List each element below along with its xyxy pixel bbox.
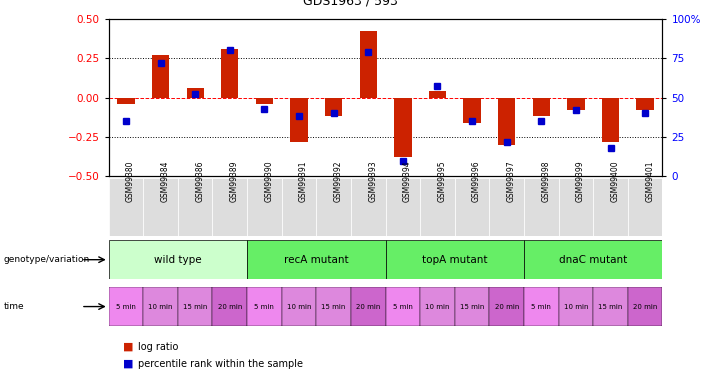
Text: dnaC mutant: dnaC mutant	[559, 255, 627, 265]
Text: 5 min: 5 min	[531, 304, 551, 310]
Text: GSM99399: GSM99399	[576, 160, 585, 202]
Bar	[325, 98, 342, 116]
Text: GSM99390: GSM99390	[264, 160, 273, 202]
Bar	[524, 287, 559, 326]
Bar	[489, 178, 524, 236]
Bar	[628, 287, 662, 326]
Bar	[247, 178, 282, 236]
Text: 20 min: 20 min	[217, 304, 242, 310]
Text: GSM99400: GSM99400	[611, 160, 620, 202]
Bar	[178, 178, 212, 236]
Text: ■: ■	[123, 359, 133, 369]
Bar	[360, 32, 377, 98]
Bar	[429, 91, 446, 98]
Text: 10 min: 10 min	[287, 304, 311, 310]
Bar	[256, 98, 273, 104]
Text: 20 min: 20 min	[356, 304, 381, 310]
Text: GSM99393: GSM99393	[368, 160, 377, 202]
Bar	[117, 98, 135, 104]
Bar	[351, 287, 386, 326]
Bar	[455, 178, 489, 236]
Bar	[109, 240, 247, 279]
Bar	[386, 178, 420, 236]
Text: wild type: wild type	[154, 255, 202, 265]
Bar	[247, 287, 282, 326]
Text: GSM99396: GSM99396	[472, 160, 481, 202]
Text: GSM99401: GSM99401	[645, 160, 654, 202]
Bar	[386, 240, 524, 279]
Text: 10 min: 10 min	[149, 304, 173, 310]
Text: GSM99394: GSM99394	[403, 160, 412, 202]
Text: GSM99391: GSM99391	[299, 160, 308, 202]
Text: 5 min: 5 min	[393, 304, 413, 310]
Bar	[282, 287, 316, 326]
Bar	[394, 98, 411, 158]
Text: 10 min: 10 min	[564, 304, 588, 310]
Bar	[212, 287, 247, 326]
Text: recA mutant: recA mutant	[284, 255, 348, 265]
Bar	[637, 98, 654, 110]
Text: 15 min: 15 min	[322, 304, 346, 310]
Bar	[455, 287, 489, 326]
Bar	[290, 98, 308, 142]
Text: GSM99397: GSM99397	[507, 160, 516, 202]
Text: 15 min: 15 min	[183, 304, 207, 310]
Bar	[498, 98, 515, 145]
Bar	[567, 98, 585, 110]
Bar	[524, 178, 559, 236]
Bar	[489, 287, 524, 326]
Bar	[152, 55, 169, 98]
Text: percentile rank within the sample: percentile rank within the sample	[138, 359, 303, 369]
Bar	[593, 287, 628, 326]
Bar	[109, 287, 143, 326]
Text: GSM99386: GSM99386	[195, 160, 204, 202]
Bar	[143, 287, 178, 326]
Text: 5 min: 5 min	[254, 304, 274, 310]
Bar	[559, 178, 593, 236]
Bar	[628, 178, 662, 236]
Text: 20 min: 20 min	[494, 304, 519, 310]
Text: 15 min: 15 min	[460, 304, 484, 310]
Bar	[316, 287, 351, 326]
Text: 10 min: 10 min	[426, 304, 450, 310]
Text: 20 min: 20 min	[633, 304, 658, 310]
Bar	[178, 287, 212, 326]
Text: GSM99392: GSM99392	[334, 160, 343, 202]
Bar	[602, 98, 619, 142]
Bar	[420, 178, 455, 236]
Text: GSM99395: GSM99395	[437, 160, 447, 202]
Bar	[524, 240, 662, 279]
Bar	[221, 49, 238, 98]
Text: 5 min: 5 min	[116, 304, 136, 310]
Text: GSM99398: GSM99398	[541, 160, 550, 202]
Bar	[386, 287, 420, 326]
Text: GSM99384: GSM99384	[161, 160, 170, 202]
Text: genotype/variation: genotype/variation	[4, 255, 90, 264]
Bar	[316, 178, 351, 236]
Bar	[533, 98, 550, 116]
Bar	[420, 287, 455, 326]
Text: GSM99380: GSM99380	[126, 160, 135, 202]
Text: GDS1963 / 593: GDS1963 / 593	[303, 0, 398, 8]
Text: ■: ■	[123, 342, 133, 352]
Text: GSM99389: GSM99389	[230, 160, 239, 202]
Bar	[247, 240, 386, 279]
Bar	[143, 178, 178, 236]
Bar	[186, 88, 204, 98]
Bar	[463, 98, 481, 123]
Bar	[593, 178, 628, 236]
Text: 15 min: 15 min	[599, 304, 622, 310]
Text: log ratio: log ratio	[138, 342, 179, 352]
Text: topA mutant: topA mutant	[422, 255, 487, 265]
Bar	[351, 178, 386, 236]
Bar	[109, 178, 143, 236]
Text: time: time	[4, 302, 24, 311]
Bar	[212, 178, 247, 236]
Bar	[559, 287, 593, 326]
Bar	[282, 178, 316, 236]
